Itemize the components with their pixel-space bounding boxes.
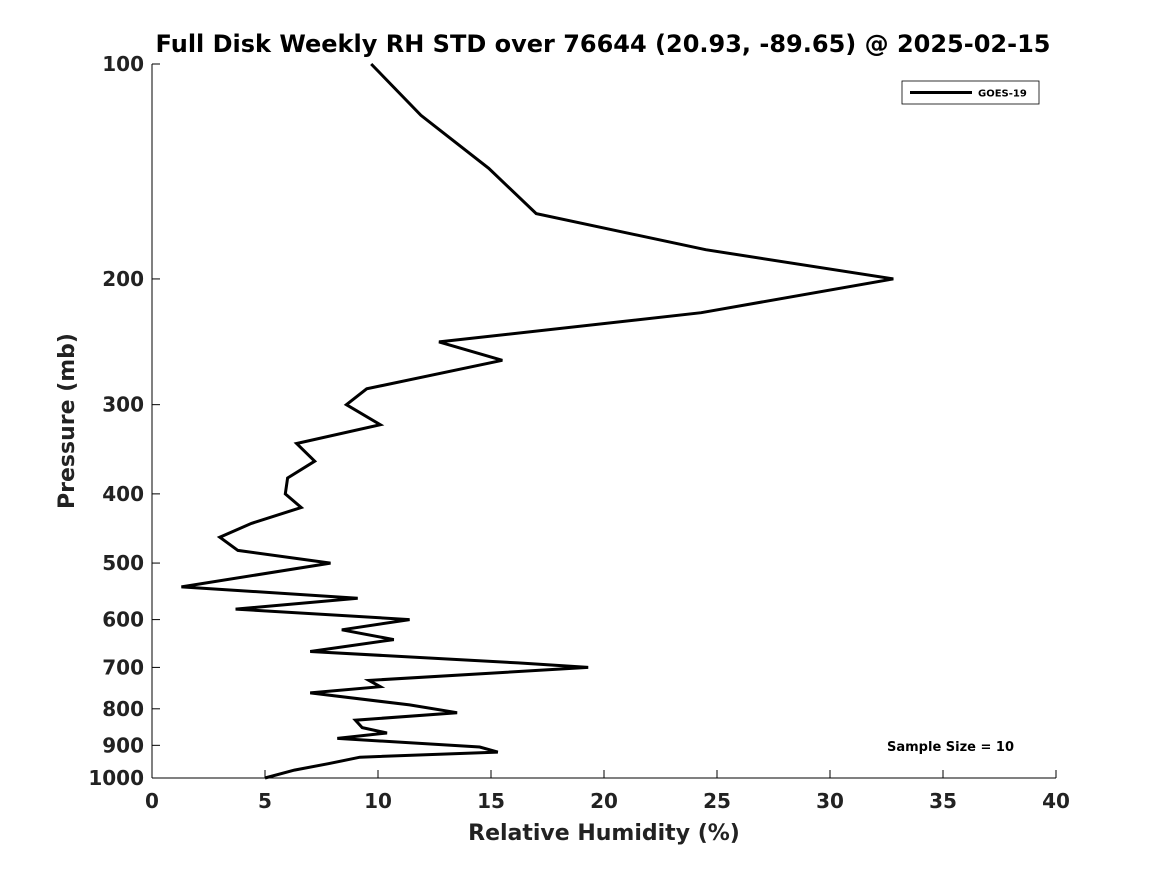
series-layer (181, 62, 894, 780)
y-tick-label: 100 (102, 52, 144, 76)
y-tick-label: 800 (102, 697, 144, 721)
legend: GOES-19 (901, 80, 1040, 105)
x-tick-label: 5 (258, 789, 272, 813)
x-tick-label: 15 (477, 789, 505, 813)
chart-title: Full Disk Weekly RH STD over 76644 (20.9… (156, 30, 1051, 58)
y-tick-label: 400 (102, 482, 144, 506)
x-tick-label: 20 (590, 789, 618, 813)
x-ticks: 0 5 10 15 20 25 30 35 40 (145, 770, 1070, 813)
x-tick-label: 0 (145, 789, 159, 813)
y-ticks: 100 200 300 400 500 600 700 800 900 1000 (88, 52, 160, 790)
x-tick-label: 25 (703, 789, 731, 813)
y-tick-label: 600 (102, 608, 144, 632)
y-tick-label: 900 (102, 733, 144, 757)
x-tick-label: 30 (816, 789, 844, 813)
series-line-goes-19 (181, 62, 894, 780)
sample-size-annotation: Sample Size = 10 (887, 740, 1014, 755)
x-tick-label: 35 (929, 789, 957, 813)
y-tick-label: 1000 (88, 766, 144, 790)
x-tick-label: 10 (364, 789, 392, 813)
y-tick-label: 300 (102, 393, 144, 417)
y-axis-label: Pressure (mb) (55, 333, 80, 509)
legend-entry-goes-19: GOES-19 (978, 89, 1027, 100)
x-tick-label: 40 (1042, 789, 1070, 813)
y-tick-label: 700 (102, 655, 144, 679)
y-tick-label: 500 (102, 551, 144, 575)
x-axis-label: Relative Humidity (%) (468, 821, 740, 846)
y-tick-label: 200 (102, 267, 144, 291)
